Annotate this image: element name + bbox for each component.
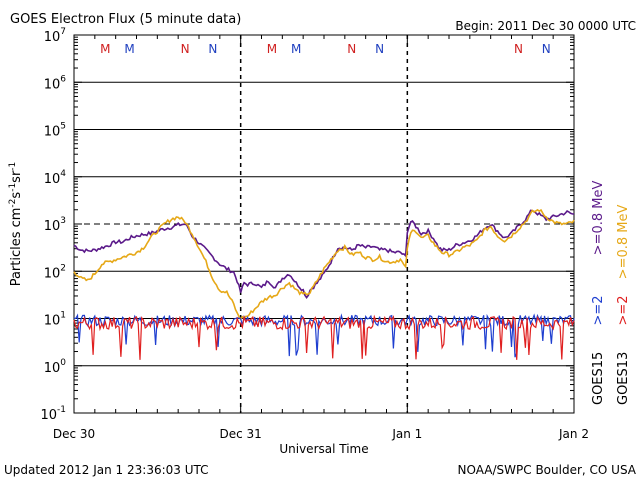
series-line — [73, 208, 575, 321]
marker-label: N — [181, 42, 190, 56]
marker-label: M — [100, 42, 110, 56]
y-axis-label-part: Particles cm — [9, 208, 24, 287]
y-axis-label-part: -1 — [8, 162, 18, 171]
x-axis-label: Universal Time — [279, 442, 368, 456]
y-tick-label: 106 — [44, 74, 67, 92]
marker-label: M — [124, 42, 134, 56]
x-tick-label: Jan 2 — [558, 427, 589, 441]
updated-timestamp: Updated 2012 Jan 1 23:36:03 UTC — [4, 463, 209, 477]
svg-text:GOES13 >=2 >=0: GOES13 >=2 >=0.8 MeV — [616, 205, 631, 405]
legend-goes13-column: GOES13 >=2 >=0.8 MeV — [616, 205, 631, 405]
marker-label: M — [291, 42, 301, 56]
series-line — [73, 209, 575, 299]
y-axis-label-group: Particles cm-2s-1sr-1 — [8, 162, 24, 287]
y-axis-label-part: sr — [9, 170, 24, 183]
y-tick-label: 104 — [44, 169, 67, 187]
legend-ge2-goes15: >=2 — [591, 295, 606, 325]
y-axis-label-part: s — [9, 192, 24, 199]
begin-time-label: Begin: 2011 Dec 30 0000 UTC — [455, 19, 636, 33]
marker-label: N — [542, 42, 551, 56]
y-tick-label: 102 — [44, 263, 66, 281]
x-tick-label: Dec 30 — [53, 427, 95, 441]
legend-goes15-column: GOES15 >=2 >=0.8 MeV — [591, 181, 606, 405]
marker-label: N — [375, 42, 384, 56]
legend-ge2-goes13: >=2 — [616, 295, 631, 325]
marker-label: N — [208, 42, 217, 56]
y-tick-label: 101 — [44, 311, 66, 329]
legend-ge08-goes13: >=0.8 MeV — [616, 205, 631, 280]
legend-goes15: GOES15 — [591, 352, 606, 405]
y-axis-label: Particles cm-2s-1sr-1 — [8, 162, 24, 287]
marker-label: N — [347, 42, 356, 56]
y-tick-label: 107 — [44, 27, 66, 45]
marker-label: N — [514, 42, 523, 56]
y-axis-label-part: -2 — [8, 199, 18, 208]
legend-ge08-goes15: >=0.8 MeV — [591, 181, 606, 256]
legend-goes13: GOES13 — [616, 352, 631, 405]
series-line — [73, 313, 575, 358]
x-tick-label: Dec 31 — [220, 427, 262, 441]
y-tick-label: 103 — [44, 216, 66, 234]
data-source-label: NOAA/SWPC Boulder, CO USA — [458, 463, 637, 477]
chart-title: GOES Electron Flux (5 minute data) — [10, 12, 241, 27]
y-tick-label: 105 — [44, 122, 66, 140]
y-axis-label-part: -1 — [8, 183, 18, 192]
svg-text:GOES15 >=2 >=0: GOES15 >=2 >=0.8 MeV — [591, 181, 606, 405]
y-tick-label: 100 — [44, 358, 67, 376]
marker-label: M — [267, 42, 277, 56]
x-tick-label: Jan 1 — [391, 427, 422, 441]
series-line — [73, 314, 575, 360]
y-tick-label: 10-1 — [40, 405, 66, 423]
